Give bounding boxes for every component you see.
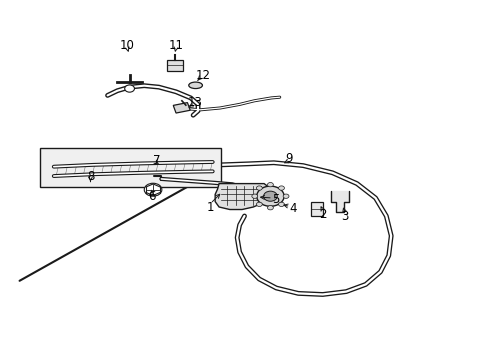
- Circle shape: [256, 186, 284, 206]
- Bar: [167, 60, 183, 71]
- Circle shape: [278, 202, 284, 207]
- Circle shape: [256, 202, 262, 207]
- Bar: [310, 202, 322, 216]
- Text: 13: 13: [188, 96, 203, 109]
- Text: 3: 3: [340, 210, 348, 222]
- Polygon shape: [215, 184, 267, 210]
- Circle shape: [256, 186, 262, 190]
- Text: 1: 1: [206, 201, 214, 213]
- Text: 8: 8: [86, 170, 94, 183]
- Bar: [40, 148, 221, 187]
- Text: 7: 7: [152, 154, 160, 167]
- Text: 12: 12: [195, 69, 210, 82]
- Bar: [173, 103, 190, 113]
- Text: 6: 6: [147, 190, 155, 203]
- Circle shape: [267, 183, 273, 187]
- Text: 2: 2: [318, 208, 326, 221]
- Circle shape: [144, 183, 162, 196]
- Polygon shape: [330, 191, 348, 212]
- Text: 9: 9: [284, 152, 292, 165]
- Circle shape: [124, 85, 134, 92]
- Text: 5: 5: [272, 193, 280, 206]
- Text: 4: 4: [289, 202, 297, 215]
- Circle shape: [278, 186, 284, 190]
- Text: 11: 11: [168, 39, 183, 51]
- Ellipse shape: [188, 82, 202, 89]
- Circle shape: [283, 194, 288, 198]
- Circle shape: [263, 191, 277, 201]
- Circle shape: [267, 206, 273, 210]
- Text: 10: 10: [120, 39, 134, 51]
- Circle shape: [251, 194, 257, 198]
